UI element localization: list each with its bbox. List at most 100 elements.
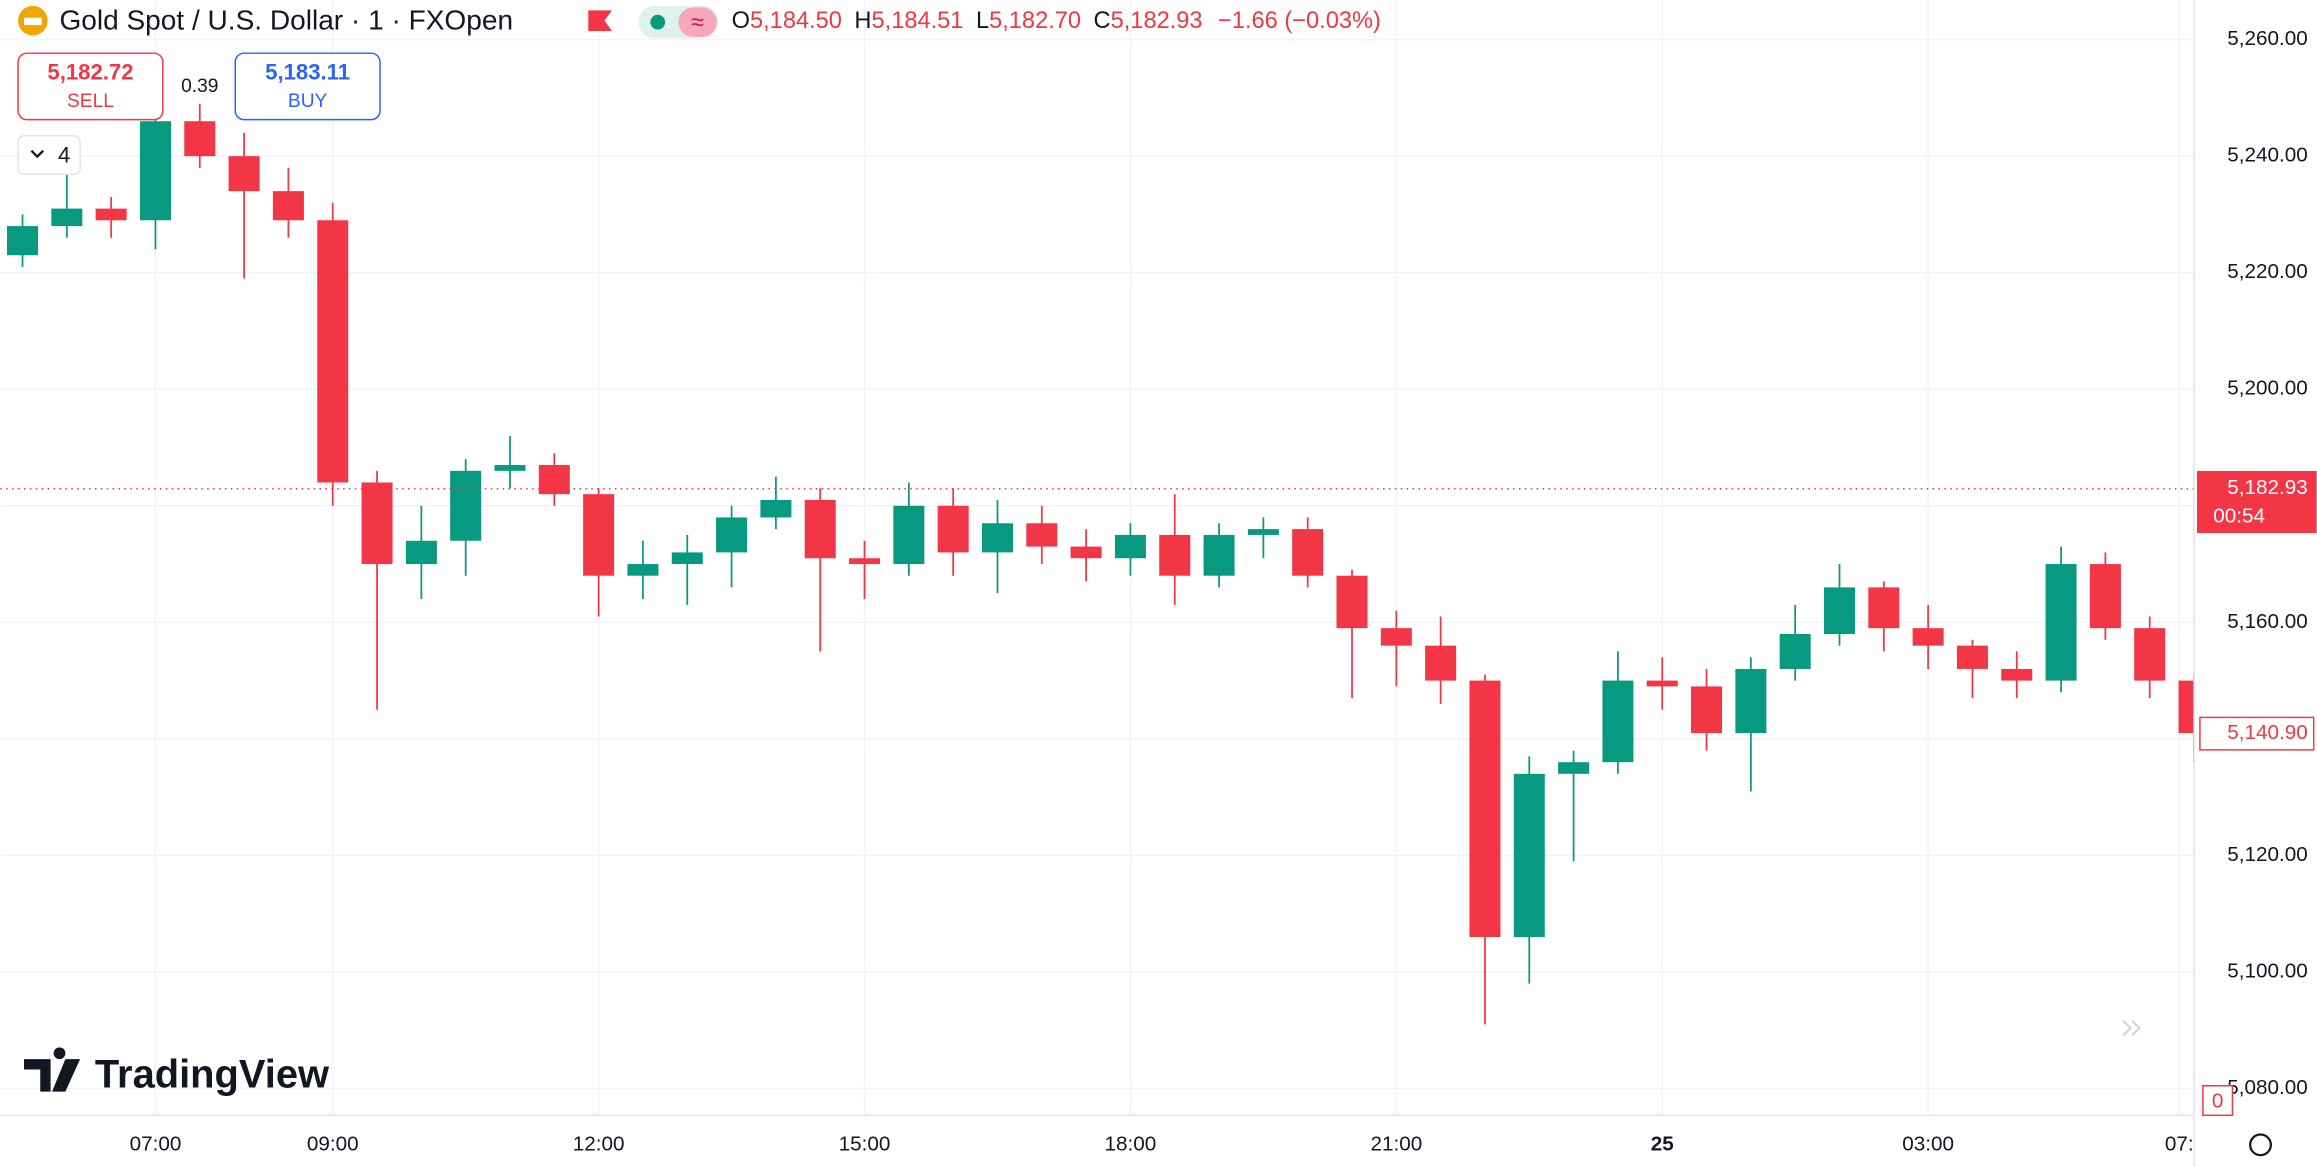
close-value: 5,182.93 xyxy=(1111,8,1203,34)
y-tick-label: 5,260.00 xyxy=(2227,27,2307,50)
candle-body xyxy=(405,540,437,565)
candle-body xyxy=(1425,645,1457,681)
candle-body xyxy=(2089,564,2121,629)
buy-button[interactable] xyxy=(234,52,381,121)
sell-price: 5,182.72 xyxy=(47,60,133,85)
candle-body xyxy=(51,208,83,227)
symbol-title[interactable]: Gold Spot / U.S. Dollar · 1 · FXOpen xyxy=(59,5,513,36)
scroll-right-button[interactable] xyxy=(2122,1019,2141,1037)
last-price-label: 5,182.93 xyxy=(2227,476,2307,499)
x-tick-label: 21:00 xyxy=(1370,1132,1422,1155)
x-tick-label: 15:00 xyxy=(839,1132,891,1155)
axes: 5,080.005,100.005,120.005,140.005,160.00… xyxy=(130,27,2317,1155)
sell-label: SELL xyxy=(67,91,114,112)
y-tick-label: 5,120.00 xyxy=(2227,843,2307,866)
candle-body xyxy=(1380,628,1412,646)
buy-label: BUY xyxy=(288,91,328,112)
candle-body xyxy=(1513,773,1545,937)
low-label: L xyxy=(976,8,989,34)
candle-body xyxy=(1114,534,1146,559)
chevron xyxy=(30,149,45,159)
y-tick-label: 5,240.00 xyxy=(2227,144,2307,167)
indicators-toggle[interactable] xyxy=(17,135,81,176)
delay-icon-symbol: ≈ xyxy=(691,10,704,36)
candle-body xyxy=(361,482,393,565)
candle-body xyxy=(1646,680,1678,687)
candle-body xyxy=(2001,668,2033,681)
x-tick-label: 18:00 xyxy=(1105,1132,1157,1155)
candle-body xyxy=(228,156,260,192)
x-tick-label: 07:00 xyxy=(130,1132,182,1155)
candle-body xyxy=(981,523,1013,553)
last-price-badge xyxy=(2196,470,2317,534)
candle-body xyxy=(95,208,127,221)
candle-body xyxy=(1469,680,1501,937)
candle-body xyxy=(7,226,39,256)
candle-body xyxy=(538,464,570,495)
candle-body xyxy=(2134,628,2166,681)
open-label: O xyxy=(732,8,750,34)
current-price-badge xyxy=(2199,716,2315,751)
close-label: C xyxy=(1094,8,1111,34)
buy-price: 5,183.11 xyxy=(265,60,350,85)
sell-button[interactable] xyxy=(17,52,164,121)
candle-body xyxy=(1779,633,1811,669)
candle-body xyxy=(937,505,969,553)
open-value: 5,184.50 xyxy=(750,8,842,34)
candle-body xyxy=(760,499,792,518)
logo-text[interactable]: TradingView xyxy=(95,1052,330,1096)
spread: 0.39 xyxy=(181,76,218,97)
low-value: 5,182.70 xyxy=(989,8,1081,34)
y-tick-label: 5,220.00 xyxy=(2227,260,2307,283)
candle-body xyxy=(1336,575,1368,629)
volume-badge xyxy=(2202,1085,2234,1117)
candle-body xyxy=(1159,534,1191,576)
candle-body xyxy=(2045,564,2077,681)
candle-body xyxy=(317,220,349,483)
candle-body xyxy=(2178,680,2195,734)
market-open-dot xyxy=(650,14,666,30)
x-tick-label: 25 xyxy=(1651,1132,1674,1155)
high-value: 5,184.51 xyxy=(871,8,963,34)
candle-body xyxy=(184,121,216,157)
candle-body xyxy=(893,505,925,565)
candle-body xyxy=(1735,668,1767,734)
candle-body xyxy=(1868,587,1900,629)
y-tick-label: 5,200.00 xyxy=(2227,377,2307,400)
candle-body xyxy=(1203,534,1235,576)
high-label: H xyxy=(854,8,871,34)
candle-body xyxy=(1026,523,1058,547)
candle-body xyxy=(1247,529,1279,535)
candle-body xyxy=(627,564,659,576)
x-tick-label: 09:00 xyxy=(307,1132,359,1155)
y-tick-label: 5,160.00 xyxy=(2227,610,2307,633)
candle-body xyxy=(671,552,703,565)
candle-body xyxy=(583,494,615,576)
candle-body xyxy=(450,470,482,541)
current-price-label: 5,140.90 xyxy=(2227,721,2307,744)
settings-icon[interactable] xyxy=(2249,1133,2272,1157)
candle-body xyxy=(1912,628,1944,646)
candle-body xyxy=(1602,680,1634,763)
indicators-count: 4 xyxy=(58,142,70,167)
logo-mark xyxy=(23,1047,81,1092)
plot-area xyxy=(0,97,2195,1025)
candle-body xyxy=(1823,587,1856,634)
candle-body xyxy=(716,517,748,553)
candle-body xyxy=(139,121,171,221)
candle-body xyxy=(1691,686,1723,734)
candle-body xyxy=(1292,529,1324,576)
ohlc-legend: O5,184.50 H5,184.51 L5,182.70 C5,182.93 … xyxy=(732,8,1381,34)
candle-body xyxy=(1558,762,1590,774)
countdown: 00:54 xyxy=(2213,504,2265,527)
candle-body xyxy=(1956,645,1988,669)
change-value: −1.66 (−0.03%) xyxy=(1218,8,1381,34)
candle-body xyxy=(1070,546,1102,559)
candle-body xyxy=(272,191,304,221)
candle-body xyxy=(804,499,836,559)
y-tick-label: 5,100.00 xyxy=(2227,959,2307,982)
x-tick-label: 03:00 xyxy=(1902,1132,1954,1155)
flag-icon[interactable] xyxy=(588,10,612,32)
